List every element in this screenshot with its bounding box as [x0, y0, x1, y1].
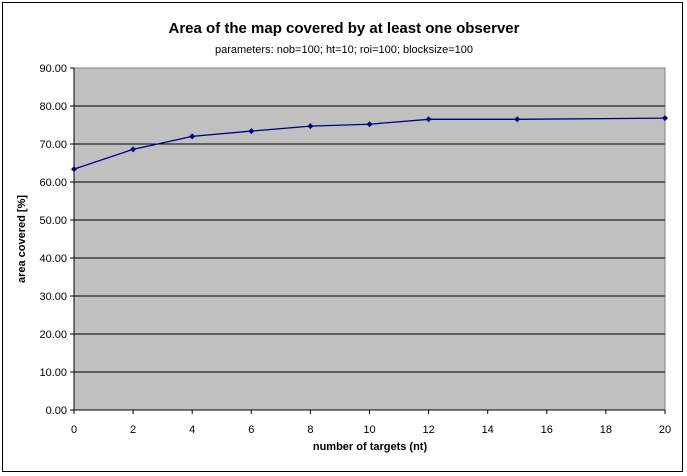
- data-point: [366, 121, 373, 128]
- y-tick-label: 10.00: [39, 367, 67, 379]
- x-tick-label: 2: [130, 424, 136, 436]
- y-tick-label: 20.00: [39, 329, 67, 341]
- series: [71, 115, 668, 173]
- gridlines: [74, 105, 665, 373]
- chart-title: Area of the map covered by at least one …: [169, 20, 520, 37]
- data-point: [514, 116, 521, 123]
- axes: [70, 67, 666, 414]
- y-tick-label: 50.00: [39, 215, 67, 227]
- x-tick-label: 12: [422, 424, 434, 436]
- data-point: [189, 133, 196, 140]
- x-tick-label: 6: [248, 424, 254, 436]
- y-tick-label: 90.00: [39, 63, 67, 75]
- x-tick-label: 0: [71, 424, 77, 436]
- data-point: [130, 146, 137, 153]
- data-point: [71, 166, 77, 173]
- data-point: [425, 116, 432, 123]
- y-tick-label: 70.00: [39, 139, 67, 151]
- x-tick-label: 20: [659, 424, 671, 436]
- x-tick-label: 18: [600, 424, 612, 436]
- y-tick-label: 60.00: [39, 177, 67, 189]
- x-axis-label: number of targets (nt): [313, 441, 428, 453]
- y-tick-label: 80.00: [39, 101, 67, 113]
- x-tick-label: 10: [363, 424, 375, 436]
- chart-subtitle: parameters: nob=100; ht=10; roi=100; blo…: [215, 44, 473, 56]
- data-point: [248, 128, 255, 135]
- x-tick-label: 8: [307, 424, 313, 436]
- tick-labels: 0.00 10.00 20.00 30.00 40.00 50.00 60.00 70.00 8…: [39, 63, 671, 436]
- y-axis-label: area covered [%]: [16, 195, 28, 283]
- data-point: [307, 123, 314, 130]
- data-point: [662, 115, 668, 122]
- y-tick-label: 40.00: [39, 253, 67, 265]
- y-tick-label: 30.00: [39, 291, 67, 303]
- y-tick-label: 0.00: [46, 405, 67, 417]
- x-tick-label: 4: [189, 424, 195, 436]
- x-tick-label: 16: [541, 424, 553, 436]
- x-tick-label: 14: [482, 424, 494, 436]
